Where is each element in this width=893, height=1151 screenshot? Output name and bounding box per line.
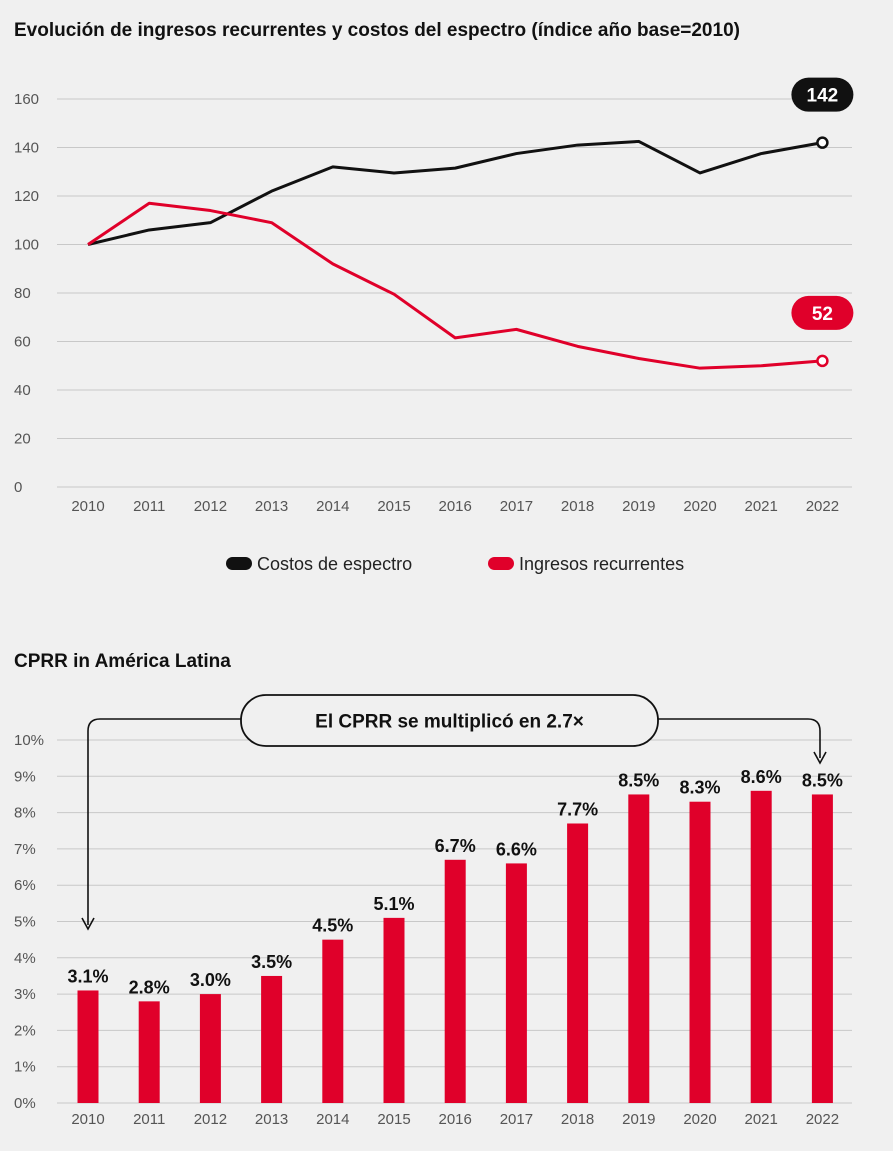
bar	[567, 823, 589, 1103]
bar	[77, 990, 99, 1103]
bar-data-label: 6.6%	[496, 839, 537, 859]
line-end-label-badge	[791, 77, 854, 112]
callout-text: El CPRR se multiplicó en 2.7×	[315, 712, 584, 733]
bar-y-tick-label: 8%	[14, 805, 36, 822]
callout-arrow-left	[87, 718, 241, 925]
line-y-tick-label: 160	[14, 91, 39, 108]
bar-x-tick-label: 2019	[622, 1111, 655, 1128]
legend-swatch	[226, 557, 252, 570]
line-series-ingresos	[87, 201, 823, 370]
bar	[199, 994, 221, 1103]
bar-data-label: 4.5%	[312, 916, 353, 936]
bar-x-tick-label: 2021	[745, 1111, 778, 1128]
bar-y-tick-label: 2%	[14, 1022, 36, 1039]
bar	[750, 790, 772, 1103]
line-x-tick-label: 2017	[500, 498, 533, 515]
line-x-tick-label: 2013	[255, 498, 288, 515]
line-y-tick-label: 100	[14, 237, 39, 254]
bar	[811, 794, 833, 1103]
bar-data-label: 3.1%	[67, 966, 108, 986]
legend-swatch	[488, 557, 514, 570]
line-x-tick-label: 2014	[316, 498, 349, 515]
bar-x-tick-label: 2022	[806, 1111, 839, 1128]
bar	[138, 1001, 160, 1103]
line-y-tick-label: 20	[14, 431, 31, 448]
line-end-label: 52	[812, 304, 833, 325]
bar-y-tick-label: 5%	[14, 914, 36, 931]
bar	[628, 794, 650, 1103]
bar	[689, 801, 711, 1103]
callout-arrow-right	[658, 718, 821, 758]
bar-y-tick-label: 1%	[14, 1059, 36, 1076]
bar-x-tick-label: 2011	[133, 1111, 165, 1128]
bar-data-label: 3.0%	[190, 970, 231, 990]
legend-label: Ingresos recurrentes	[519, 554, 684, 574]
bar-x-tick-label: 2012	[194, 1111, 227, 1128]
callout-arrowhead-right	[813, 751, 827, 765]
line-y-tick-label: 60	[14, 334, 31, 351]
bar-x-tick-label: 2010	[71, 1111, 104, 1128]
line-y-tick-label: 0	[14, 479, 22, 496]
bar-data-label: 7.7%	[557, 799, 598, 819]
bar-y-tick-label: 9%	[14, 768, 36, 785]
bar-x-tick-label: 2015	[377, 1111, 410, 1128]
bar-y-tick-label: 0%	[14, 1095, 36, 1112]
line-x-tick-label: 2020	[683, 498, 716, 515]
line-chart-title: Evolución de ingresos recurrentes y cost…	[14, 20, 740, 41]
legend-label: Costos de espectro	[257, 554, 412, 574]
bar-data-label: 6.7%	[435, 836, 476, 856]
line-x-tick-label: 2016	[439, 498, 472, 515]
bar-data-label: 8.5%	[618, 770, 659, 790]
bar-data-label: 2.8%	[129, 977, 170, 997]
line-x-tick-label: 2010	[71, 498, 104, 515]
line-y-tick-label: 40	[14, 382, 31, 399]
line-x-tick-label: 2018	[561, 498, 594, 515]
line-end-marker	[816, 354, 829, 368]
line-y-tick-label: 120	[14, 188, 39, 205]
bar-x-tick-label: 2017	[500, 1111, 533, 1128]
line-x-tick-label: 2011	[133, 498, 165, 515]
bar-y-tick-label: 10%	[14, 732, 44, 749]
line-x-tick-label: 2015	[377, 498, 410, 515]
bar-y-tick-label: 4%	[14, 950, 36, 967]
line-x-tick-label: 2012	[194, 498, 227, 515]
bar	[261, 975, 283, 1103]
line-x-tick-label: 2019	[622, 498, 655, 515]
line-y-tick-label: 80	[14, 285, 31, 302]
line-x-tick-label: 2021	[745, 498, 778, 515]
bar	[444, 859, 466, 1103]
bar-x-tick-label: 2014	[316, 1111, 349, 1128]
line-series-costos	[87, 139, 823, 246]
bar	[322, 939, 344, 1103]
bar-y-tick-label: 7%	[14, 841, 36, 858]
bar-y-tick-label: 6%	[14, 877, 36, 894]
bar-data-label: 3.5%	[251, 952, 292, 972]
line-end-label: 142	[807, 86, 839, 107]
bar-data-label: 8.3%	[679, 778, 720, 798]
line-end-marker	[816, 136, 829, 149]
bar-x-tick-label: 2020	[683, 1111, 716, 1128]
line-y-tick-label: 140	[14, 140, 39, 157]
bar	[383, 917, 405, 1103]
bar-x-tick-label: 2013	[255, 1111, 288, 1128]
bar-data-label: 8.5%	[802, 770, 843, 790]
callout-box	[240, 694, 659, 747]
bar-x-tick-label: 2018	[561, 1111, 594, 1128]
callout-arrowhead-left	[81, 917, 95, 931]
bar-chart-title: CPRR in América Latina	[14, 651, 231, 672]
bar	[505, 863, 527, 1103]
bar-data-label: 8.6%	[741, 767, 782, 787]
line-x-tick-label: 2022	[806, 498, 839, 515]
bar-data-label: 5.1%	[373, 894, 414, 914]
bar-y-tick-label: 3%	[14, 986, 36, 1003]
bar-x-tick-label: 2016	[439, 1111, 472, 1128]
line-end-label-badge	[791, 295, 854, 330]
